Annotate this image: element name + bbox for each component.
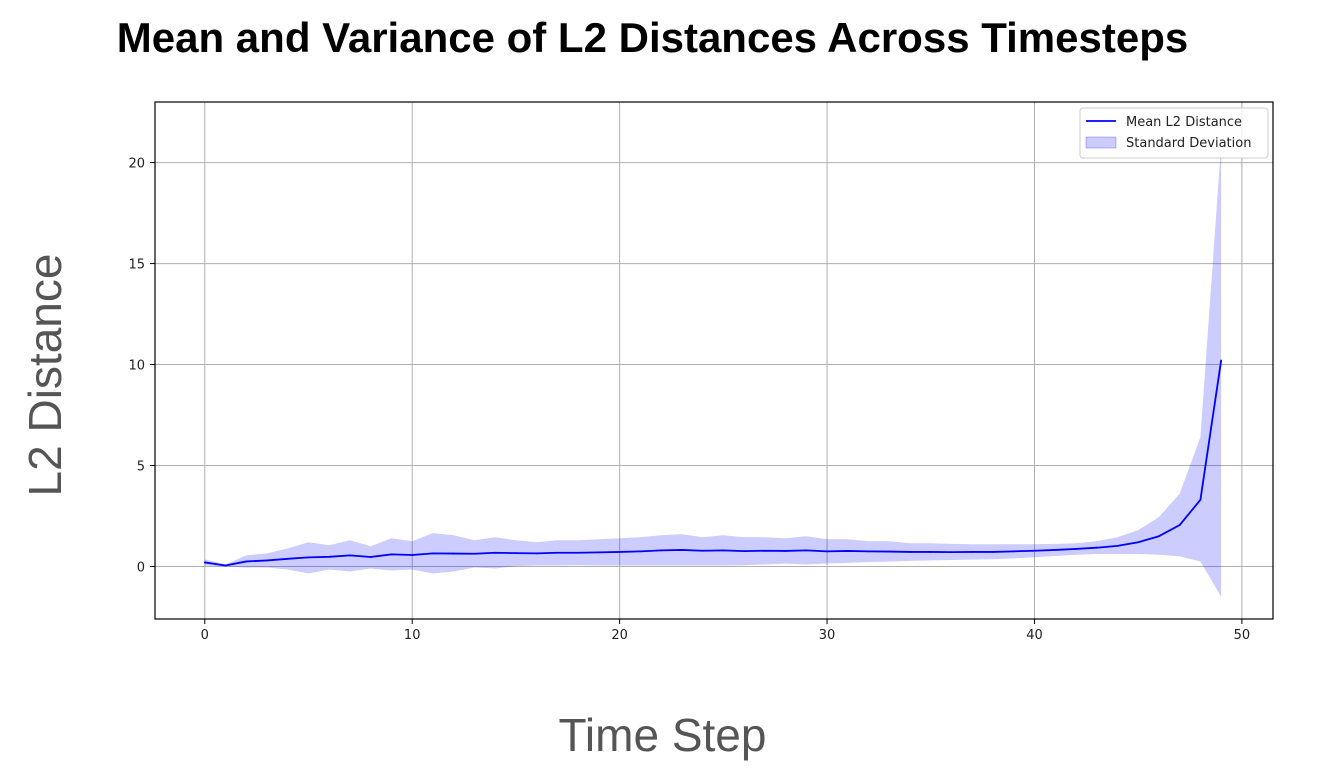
mean-point [432,552,434,555]
mean-point [1075,548,1077,550]
axis-ticks: 0 10 20 30 40 50 0 5 10 15 20 [128,157,1250,643]
mean-point [867,550,870,553]
mean-point [452,552,455,555]
mean-point [369,556,372,558]
x-tick-label: 30 [819,628,836,643]
mean-point [577,551,580,554]
mean-point [535,552,538,555]
chart-title: Mean and Variance of L2 Distances Across… [116,14,1189,61]
mean-point [245,560,248,563]
mean-point [805,549,808,552]
x-tick-label: 50 [1234,628,1251,643]
mean-point [1220,359,1223,362]
legend-box [1079,107,1269,159]
x-tick-label: 20 [611,628,628,643]
mean-point [1033,549,1036,552]
grid [155,102,1273,619]
mean-point [743,550,745,553]
legend: Mean L2 Distance Standard Deviation [1079,107,1269,159]
legend-label-std: Standard Deviation [1126,136,1251,151]
y-tick-label: 15 [128,258,145,273]
std-deviation-band [204,144,1222,597]
mean-point [1178,524,1181,526]
mean-point [411,554,414,556]
y-tick-label: 0 [137,560,145,575]
mean-point [680,549,683,551]
mean-point [203,561,206,564]
mean-point [701,549,704,552]
mean-point [992,551,994,553]
mean-point [846,550,849,552]
legend-band-swatch [1085,136,1117,149]
mean-point [494,551,497,554]
mean-point [950,551,953,554]
mean-point [763,549,766,552]
legend-label-mean: Mean L2 Distance [1126,115,1242,130]
x-tick-label: 40 [1026,628,1043,643]
mean-point [597,551,600,554]
mean-point [266,559,268,562]
mean-point [1095,546,1098,549]
mean-point [660,549,663,552]
y-tick-label: 5 [137,460,145,475]
axes-frame [154,101,1274,620]
mean-point [826,550,828,553]
y-axis-label: L2 Distance [19,253,71,497]
x-tick-label: 0 [201,628,209,643]
x-axis-label: Time Step [558,709,767,761]
mean-l2-line [204,360,1223,567]
mean-point [328,555,331,558]
mean-point [307,556,310,559]
mean-point [224,564,227,567]
y-tick-label: 20 [128,157,145,172]
mean-point [618,551,621,553]
mean-point [286,557,289,560]
mean-point [349,554,351,557]
mean-point [473,552,476,555]
mean-point [1137,541,1140,544]
y-tick-label: 10 [128,359,145,374]
mean-point [1158,535,1160,538]
mean-point [909,551,911,553]
mean-point [1116,544,1119,547]
mean-point [1054,549,1057,551]
mean-point [515,552,517,555]
mean-point [888,550,891,553]
mean-point [784,550,787,552]
mean-point [929,551,932,553]
mean-point [1012,550,1015,553]
mean-point [639,550,642,553]
mean-point [390,553,393,556]
std-band-layer [204,144,1222,597]
mean-line-layer [203,359,1223,567]
mean-point [1199,498,1202,501]
mean-point [971,551,974,553]
mean-point [556,551,559,554]
mean-point [722,549,725,552]
chart-plot: 0 10 20 30 40 50 0 5 10 15 20 Mean L2 Distance Sta… [128,101,1274,643]
x-tick-label: 10 [404,628,421,643]
